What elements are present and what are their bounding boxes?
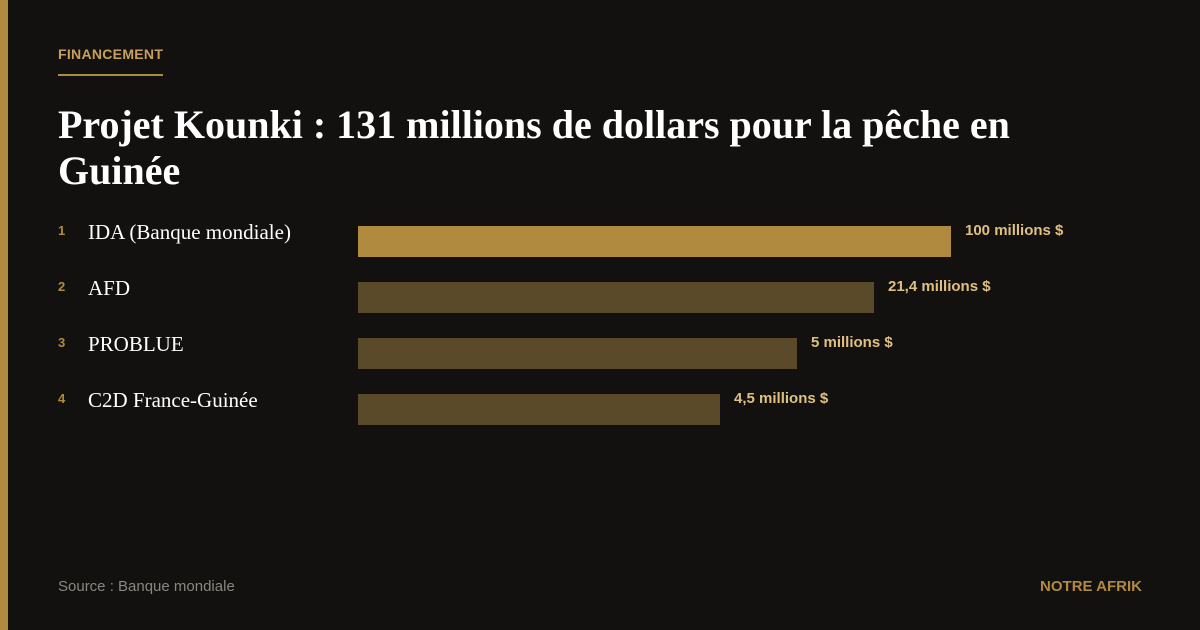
kicker: FINANCEMENT	[58, 46, 164, 76]
rank-bar	[358, 394, 720, 425]
amount-label: 4,5 millions $	[734, 390, 829, 407]
rank-number: 2	[58, 279, 66, 294]
rank-number: 3	[58, 335, 66, 350]
item-label: IDA (Banque mondiale)	[88, 220, 291, 244]
item-label: AFD	[88, 276, 131, 300]
accent-strip	[0, 0, 8, 630]
source: Source : Banque mondiale	[58, 578, 235, 595]
title: Projet Kounki : 131 millions de dollars …	[58, 102, 1010, 193]
rank-bar	[358, 282, 874, 313]
rank-number: 1	[58, 223, 66, 238]
rank-bar	[358, 338, 797, 369]
amount-label: 5 millions $	[811, 334, 893, 351]
amount-label: 21,4 millions $	[888, 278, 991, 295]
rank-number: 4	[58, 391, 66, 406]
item-label: C2D France-Guinée	[88, 388, 258, 412]
rank-bar	[358, 226, 951, 257]
amount-label: 100 millions $	[965, 222, 1064, 239]
item-label: PROBLUE	[88, 332, 184, 356]
brand: NOTRE AFRIK	[1040, 578, 1142, 595]
